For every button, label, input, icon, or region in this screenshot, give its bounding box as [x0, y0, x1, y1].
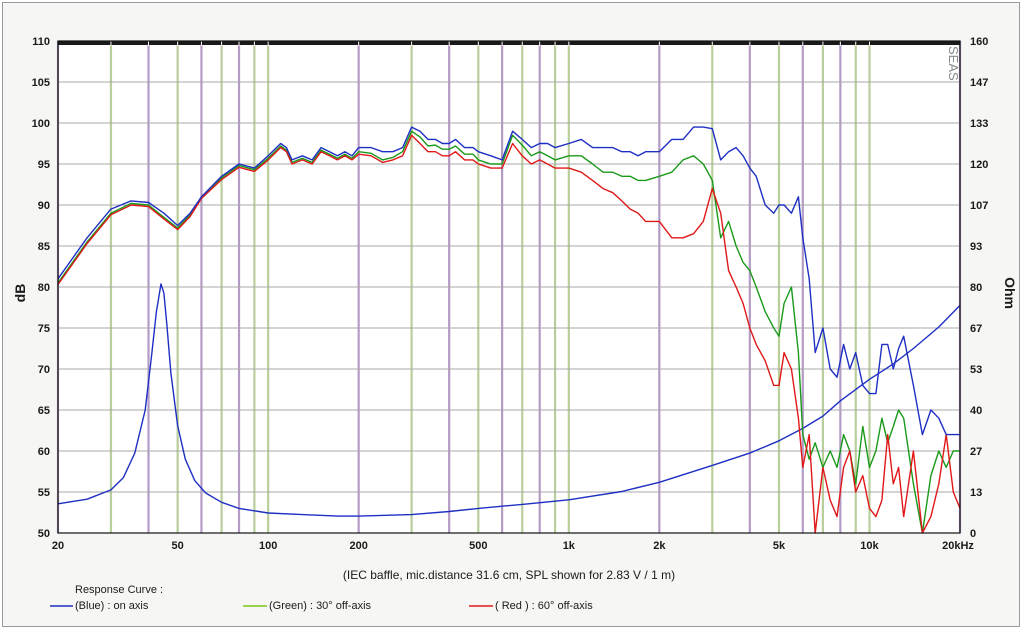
x-tick-label: 100	[259, 540, 277, 552]
y2-tick-label: 67	[970, 323, 982, 335]
y-tick-label: 55	[38, 487, 50, 499]
series-line-on-axis	[57, 126, 960, 436]
x-tick-label: 50	[172, 540, 184, 552]
y-tick-label: 105	[32, 77, 50, 89]
legend-item-red: ( Red ) : 60° off-axis	[495, 600, 593, 612]
y2-tick-label: 120	[970, 159, 988, 171]
legend-item-green: (Green) : 30° off-axis	[269, 600, 372, 612]
x-tick-label: 20kHz	[942, 540, 974, 552]
x-tick-label: 200	[349, 540, 367, 552]
y-tick-label: 110	[32, 36, 50, 48]
y-tick-label: 65	[38, 405, 50, 417]
y2-tick-label: 13	[970, 487, 982, 499]
plot-border	[57, 40, 961, 534]
x-tick-label: 1k	[563, 540, 576, 552]
y2-tick-label: 27	[970, 446, 982, 458]
y2-axis-label: Ohm	[1002, 277, 1018, 309]
y-tick-label: 90	[38, 200, 50, 212]
x-tick-label: 500	[469, 540, 487, 552]
y-tick-label: 100	[32, 118, 50, 130]
series-line-impedance	[57, 283, 961, 517]
y2-tick-label: 133	[970, 118, 988, 130]
y2-tick-label: 160	[970, 36, 988, 48]
y-tick-label: 60	[38, 446, 50, 458]
legend-title: Response Curve :	[75, 584, 163, 596]
legend-item-blue: (Blue) : on axis	[75, 600, 149, 612]
frequency-response-chart: 50 55 60 65 70 75 80 85 90 95 100 105 110 0 13 27 40 53 67…	[12, 36, 1018, 612]
y2-tick-label: 93	[970, 241, 982, 253]
x-tick-label: 20	[52, 540, 64, 552]
y-tick-label: 75	[38, 323, 50, 335]
y2-tick-label: 0	[970, 528, 976, 540]
y2-tick-label: 107	[970, 200, 988, 212]
x-tick-label: 2k	[653, 540, 666, 552]
y-tick-label: 80	[38, 282, 50, 294]
y2-tick-label: 40	[970, 405, 982, 417]
top-tick-bar	[58, 41, 960, 45]
y-tick-label: 95	[38, 159, 50, 171]
legend: (Blue) : on axis (Green) : 30° off-axis …	[50, 600, 593, 612]
x-tick-label: 10k	[860, 540, 879, 552]
curves	[57, 126, 961, 534]
x-tick-label: 5k	[773, 540, 786, 552]
y-axis-label: dB	[12, 284, 28, 303]
series-line-60-off-axis	[57, 134, 961, 534]
y2-tick-label: 80	[970, 282, 982, 294]
y-tick-label: 70	[38, 364, 50, 376]
measurement-note: (IEC baffle, mic.distance 31.6 cm, SPL s…	[343, 568, 675, 582]
y2-tick-label: 147	[970, 77, 988, 89]
tick-labels: 50 55 60 65 70 75 80 85 90 95 100 105 110 0 13 27 40 53 67…	[32, 36, 989, 552]
brand-watermark: SEAS	[946, 46, 961, 81]
y2-tick-label: 53	[970, 364, 982, 376]
y-tick-label: 85	[38, 241, 50, 253]
y-tick-label: 50	[38, 528, 50, 540]
